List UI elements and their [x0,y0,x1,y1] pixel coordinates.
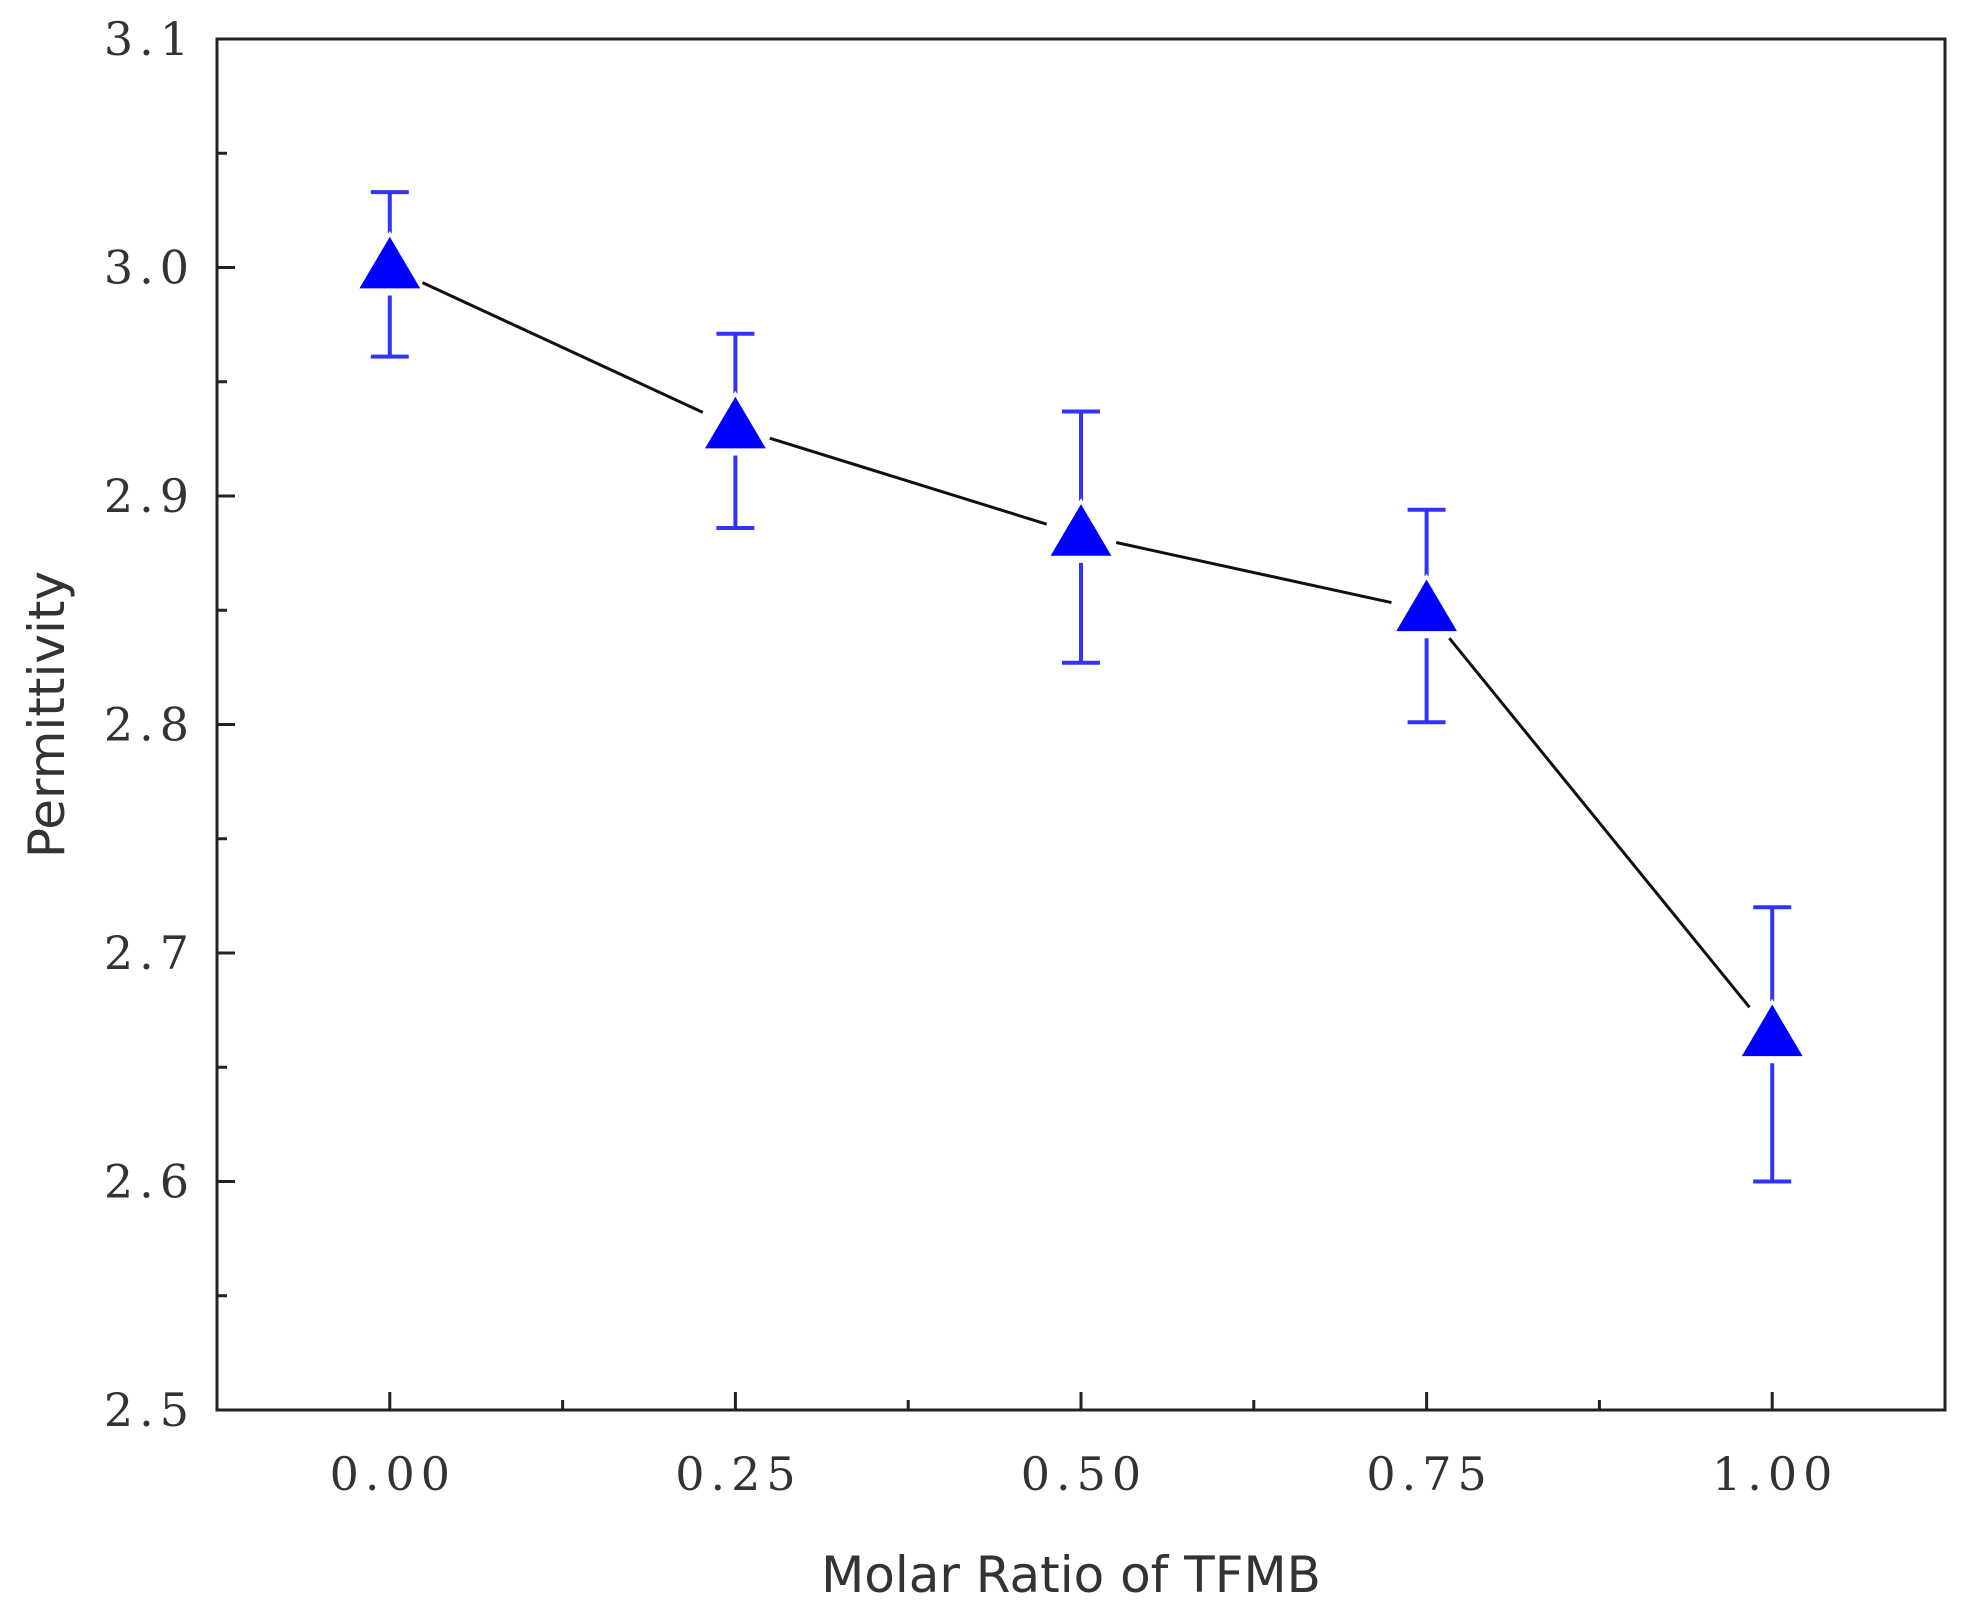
series-line-segment [769,436,1048,526]
data-point-triangle [354,230,426,292]
x-tick-label: 0.00 [330,1447,456,1501]
data-markers [354,230,1808,1060]
error-bars [370,190,1792,1184]
y-tick-label: 3.1 [104,12,195,66]
x-tick-label: 0.50 [1021,1447,1147,1501]
data-point-triangle [699,390,772,452]
series-line [421,281,1751,1009]
series-line-segment [421,281,704,414]
axis-ticks [217,37,1774,1412]
x-tick-label: 0.25 [675,1447,801,1501]
plot-frame [215,37,1947,1412]
y-axis-title: Permittivity [18,571,76,858]
series-line-segment [1448,637,1751,1009]
y-tick-label: 2.6 [104,1155,195,1209]
data-point-triangle [1736,998,1808,1060]
tick-labels: 2.5 2.6 2.7 2.8 2.9 3.0 3.1 0.00 0.25 0.50 0.75 1.0… [104,12,1838,1501]
data-point-triangle [1045,498,1117,559]
y-tick-label: 2.9 [104,469,195,523]
x-tick-label: 1.00 [1712,1447,1838,1501]
x-axis-title: Molar Ratio of TFMB [821,1546,1321,1604]
y-tick-label: 2.5 [104,1383,195,1437]
y-tick-label: 2.8 [104,698,195,752]
y-tick-label: 2.7 [104,926,195,980]
data-point-triangle [1390,573,1463,635]
series-line-segment [1115,541,1392,605]
y-tick-label: 3.0 [104,241,195,295]
x-tick-label: 0.75 [1366,1447,1492,1501]
